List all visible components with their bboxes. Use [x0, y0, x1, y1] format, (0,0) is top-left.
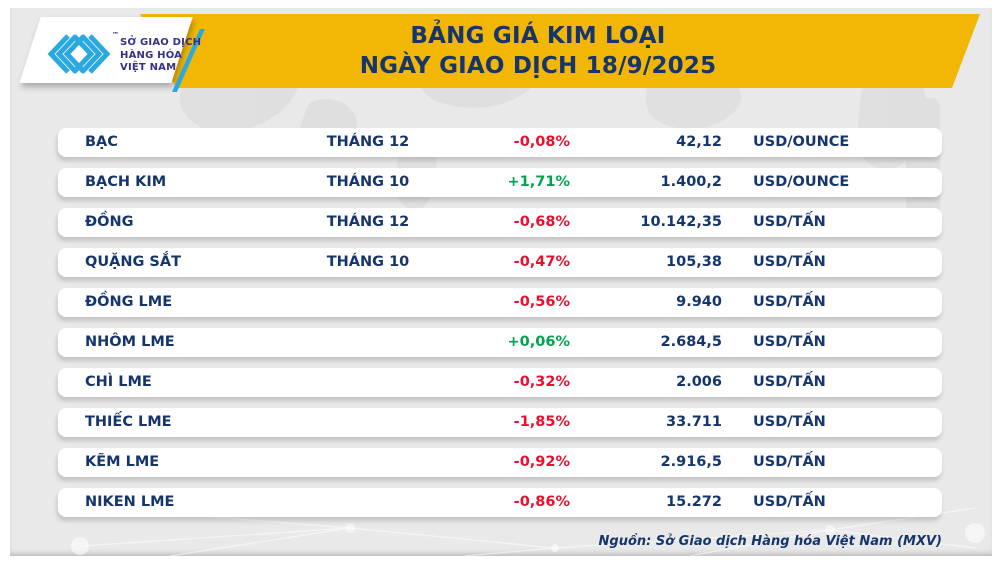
change-percent: -0,08%: [513, 134, 570, 150]
source-note: Nguồn: Sở Giao dịch Hàng hóa Việt Nam (M…: [598, 534, 942, 549]
table-row: NHÔM LME +0,06% 2.684,5 USD/TẤN: [58, 328, 942, 357]
change-percent: -0,56%: [513, 294, 570, 310]
table-row: QUẶNG SẮT THÁNG 10 -0,47% 105,38 USD/TẤN: [58, 248, 942, 277]
price-value: 10.142,35: [640, 214, 722, 230]
price-table: BẠC THÁNG 12 -0,08% 42,12 USD/OUNCE BẠCH KIM T…: [58, 128, 942, 528]
table-row: NIKEN LME -0,86% 15.272 USD/TẤN: [58, 488, 942, 517]
price-value: 15.272: [666, 494, 722, 510]
price-unit: USD/TẤN: [753, 494, 826, 510]
price-value: 33.711: [666, 414, 722, 430]
change-percent: -0,92%: [513, 454, 570, 470]
commodity-name: CHÌ LME: [85, 374, 152, 390]
contract-month: THÁNG 10: [326, 174, 410, 190]
price-value: 2.006: [676, 374, 722, 390]
title-line-2: NGÀY GIAO DỊCH 18/9/2025: [359, 53, 717, 79]
commodity-name: QUẶNG SẮT: [85, 254, 181, 270]
price-unit: USD/OUNCE: [753, 134, 850, 150]
price-value: 105,38: [666, 254, 722, 270]
change-percent: -0,47%: [513, 254, 570, 270]
price-value: 42,12: [676, 134, 722, 150]
commodity-name: BẠC: [85, 134, 118, 150]
change-percent: +1,71%: [507, 174, 570, 190]
change-percent: -1,85%: [513, 414, 570, 430]
commodity-name: NIKEN LME: [85, 494, 175, 510]
contract-month: THÁNG 10: [326, 254, 410, 270]
table-row: ĐỒNG LME -0,56% 9.940 USD/TẤN: [58, 288, 942, 317]
title-line-1: BẢNG GIÁ KIM LOẠI: [410, 23, 666, 49]
logo-org-line-1: SỞ GIAO DỊCH: [120, 37, 202, 48]
table-row: KẼM LME -0,92% 2.916,5 USD/TẤN: [58, 448, 942, 477]
logo-org-line-3: VIỆT NAM: [120, 62, 177, 73]
logo-org-line-2: HÀNG HÓA: [120, 49, 183, 61]
commodity-name: BẠCH KIM: [85, 174, 167, 190]
change-percent: -0,68%: [513, 214, 570, 230]
price-unit: USD/OUNCE: [753, 174, 850, 190]
title-banner: BẢNG GIÁ KIM LOẠI NGÀY GIAO DỊCH 18/9/20…: [140, 14, 980, 88]
trademark-symbol: ™: [112, 31, 119, 39]
price-value: 9.940: [676, 294, 722, 310]
commodity-name: THIẾC LME: [85, 414, 172, 430]
table-row: THIẾC LME -1,85% 33.711 USD/TẤN: [58, 408, 942, 437]
price-value: 2.916,5: [660, 454, 722, 470]
change-percent: -0,32%: [513, 374, 570, 390]
price-value: 2.684,5: [660, 334, 722, 350]
table-row: ĐỒNG THÁNG 12 -0,68% 10.142,35 USD/TẤN: [58, 208, 942, 237]
change-percent: +0,06%: [507, 334, 570, 350]
table-row: CHÌ LME -0,32% 2.006 USD/TẤN: [58, 368, 942, 397]
commodity-name: KẼM LME: [85, 454, 160, 470]
logo-org-name: SỞ GIAO DỊCH HÀNG HÓA VIỆT NAM: [120, 37, 201, 75]
price-unit: USD/TẤN: [753, 414, 826, 430]
mxv-chevron-logo-icon: [47, 34, 111, 74]
commodity-name: NHÔM LME: [85, 334, 175, 350]
price-unit: USD/TẤN: [753, 374, 826, 390]
price-unit: USD/TẤN: [753, 294, 826, 310]
change-percent: -0,86%: [513, 494, 570, 510]
price-unit: USD/TẤN: [753, 334, 826, 350]
contract-month: THÁNG 12: [326, 214, 410, 230]
price-unit: USD/TẤN: [753, 214, 826, 230]
commodity-name: ĐỒNG: [85, 214, 134, 230]
price-value: 1.400,2: [660, 174, 722, 190]
table-row: BẠCH KIM THÁNG 10 +1,71% 1.400,2 USD/OUNCE: [58, 168, 942, 197]
page-title: BẢNG GIÁ KIM LOẠI NGÀY GIAO DỊCH 18/9/20…: [140, 21, 980, 81]
table-row: BẠC THÁNG 12 -0,08% 42,12 USD/OUNCE: [58, 128, 942, 157]
price-unit: USD/TẤN: [753, 254, 826, 270]
contract-month: THÁNG 12: [326, 134, 410, 150]
commodity-name: ĐỒNG LME: [85, 294, 173, 310]
price-unit: USD/TẤN: [753, 454, 826, 470]
